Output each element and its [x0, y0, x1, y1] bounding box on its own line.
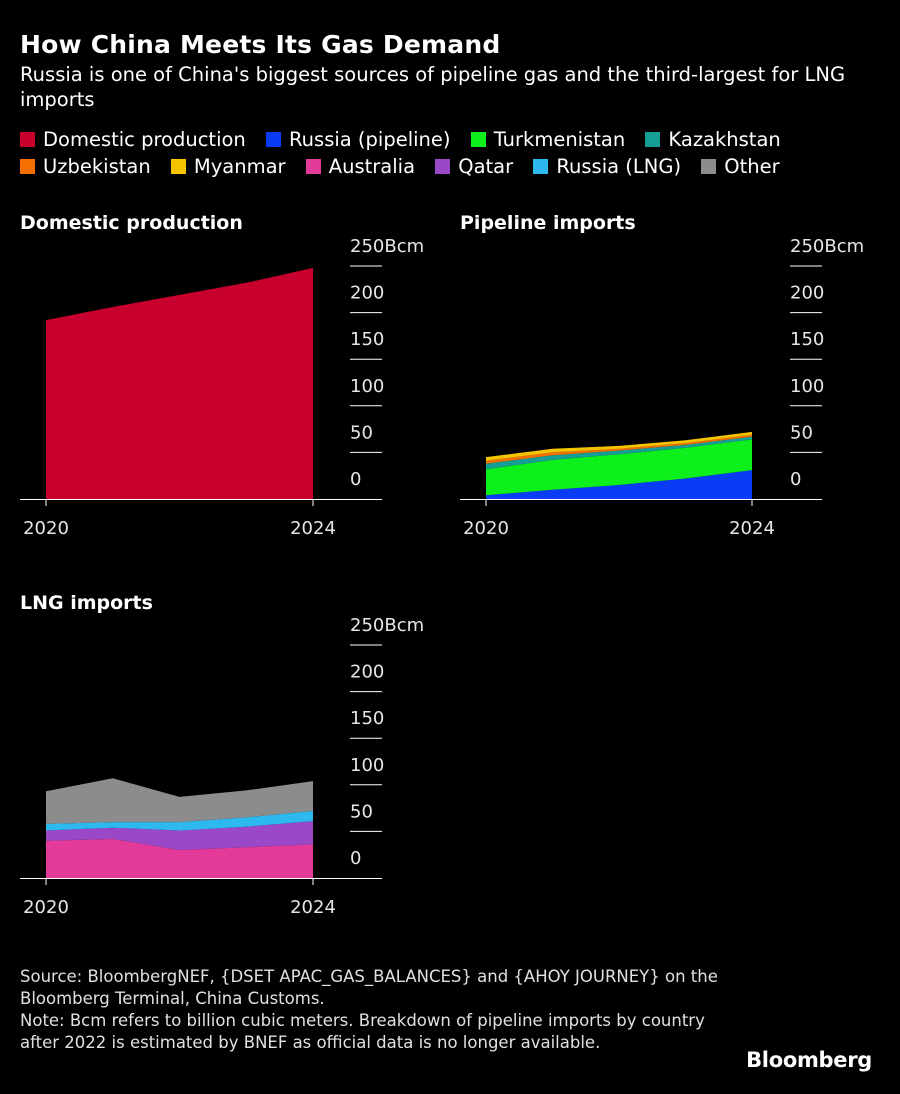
legend-swatch: [701, 159, 717, 174]
legend-item: Other: [701, 153, 780, 180]
y-tick-label: 0: [350, 848, 361, 869]
legend-swatch: [20, 159, 35, 174]
x-tick-label: 2024: [729, 518, 775, 539]
legend-swatch: [435, 159, 451, 174]
legend-swatch: [533, 159, 549, 174]
y-tick-label: 200: [350, 283, 384, 304]
y-tick-label: 250Bcm: [350, 615, 424, 636]
y-tick-label: 150: [350, 329, 384, 350]
legend-item: Australia: [305, 153, 416, 180]
y-tick-label: 100: [790, 376, 824, 397]
legend-swatch: [470, 132, 486, 147]
y-tick-label: 250Bcm: [350, 236, 424, 257]
area-qatar: [46, 821, 313, 850]
chart-subtitle: Russia is one of China's biggest sources…: [20, 63, 846, 111]
legend-item: Kazakhstan: [645, 126, 781, 153]
y-tick-label: 200: [350, 662, 384, 683]
x-tick-label: 2024: [290, 897, 336, 918]
y-tick-label: 50: [790, 422, 813, 443]
legend-swatch: [266, 132, 281, 147]
y-tick-label: 50: [350, 801, 373, 822]
x-tick-label: 2024: [290, 518, 336, 539]
bloomberg-logo: Bloomberg: [746, 1048, 872, 1072]
legend-label: Domestic production: [43, 128, 246, 151]
legend-swatch: [20, 132, 35, 147]
panel-title-pipeline: Pipeline imports: [460, 212, 636, 234]
legend-item: Domestic production: [20, 126, 246, 153]
legend-label: Russia (pipeline): [289, 128, 451, 151]
legend-item: Myanmar: [170, 153, 286, 180]
legend-label: Russia (LNG): [556, 155, 682, 178]
area-turkmenistan: [486, 439, 752, 496]
panel-title-lng: LNG imports: [20, 592, 153, 614]
x-tick-label: 2020: [23, 897, 69, 918]
footer: Source: BloombergNEF, {DSET APAC_GAS_BAL…: [20, 966, 720, 1054]
x-tick-label: 2020: [463, 518, 509, 539]
legend-label: Qatar: [458, 155, 514, 178]
legend-item: Uzbekistan: [20, 153, 151, 180]
y-tick-label: 100: [350, 755, 384, 776]
legend-label: Myanmar: [193, 155, 286, 178]
y-tick-label: 200: [790, 283, 824, 304]
legend: Domestic production Russia (pipeline) Tu…: [20, 126, 880, 180]
legend-label: Turkmenistan: [493, 128, 626, 151]
y-tick-label: 0: [790, 469, 801, 490]
area-kazakhstan: [486, 436, 752, 470]
area-russia-lng: [46, 810, 313, 831]
area-other: [46, 778, 313, 824]
footnote: Note: Bcm refers to billion cubic meters…: [20, 1011, 705, 1052]
legend-swatch: [305, 159, 321, 174]
legend-swatch: [170, 159, 186, 174]
area-australia: [46, 838, 313, 878]
y-tick-label: 100: [350, 376, 384, 397]
panel-title-domestic: Domestic production: [20, 212, 243, 234]
legend-item: Turkmenistan: [470, 126, 626, 153]
y-tick-label: 50: [350, 422, 373, 443]
area-uzbekistan: [486, 434, 752, 464]
legend-item: Russia (LNG): [533, 153, 681, 180]
y-tick-label: 150: [350, 708, 384, 729]
x-tick-label: 2020: [23, 518, 69, 539]
legend-label: Uzbekistan: [43, 155, 151, 178]
y-tick-label: 150: [790, 329, 824, 350]
chart-title: How China Meets Its Gas Demand: [20, 30, 501, 59]
legend-item: Russia (pipeline): [266, 126, 451, 153]
legend-item: Qatar: [435, 153, 513, 180]
area-domestic-production: [46, 267, 313, 499]
area-russia-pipeline: [486, 470, 752, 499]
legend-swatch: [645, 132, 661, 147]
legend-label: Kazakhstan: [668, 128, 781, 151]
y-tick-label: 0: [350, 469, 361, 490]
legend-label: Australia: [328, 155, 416, 178]
y-tick-label: 250Bcm: [790, 236, 864, 257]
area-myanmar: [486, 431, 752, 461]
legend-label: Other: [724, 155, 780, 178]
source-note: Source: BloombergNEF, {DSET APAC_GAS_BAL…: [20, 967, 718, 1008]
